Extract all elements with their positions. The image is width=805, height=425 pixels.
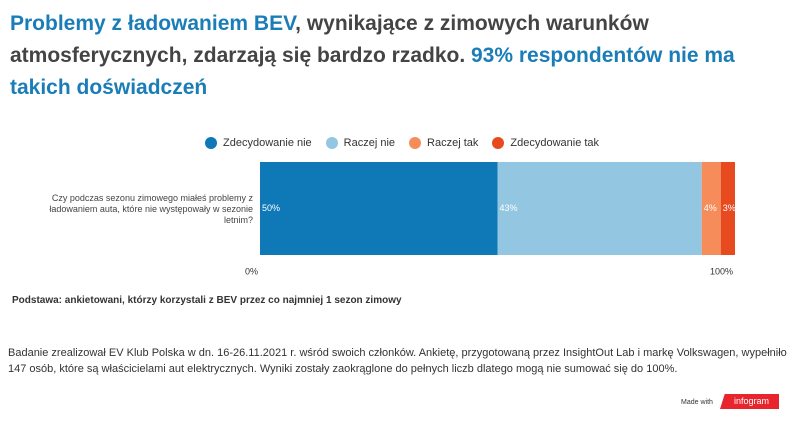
value-label: 50% — [262, 203, 280, 213]
legend-swatch — [409, 137, 422, 149]
value-label: 3% — [723, 203, 736, 213]
chart-title: Problemy z ładowaniem BEV, wynikające z … — [10, 8, 795, 104]
bar-segment — [720, 162, 735, 255]
description: Badanie zrealizował EV Klub Polska w dn.… — [8, 347, 787, 375]
legend-item: Raczej tak — [409, 137, 478, 149]
legend: Zdecydowanie nie Raczej nie Raczej tak Zdec… — [205, 137, 599, 149]
legend-item: Zdecydowanie nie — [205, 137, 312, 149]
legend-label: Raczej tak — [427, 137, 479, 149]
title-highlight: 93% respondentów nie ma takich doświadcz… — [10, 44, 735, 99]
value-label: 4% — [704, 203, 717, 213]
bar-segment — [497, 162, 702, 255]
legend-swatch — [205, 137, 217, 149]
base-note: Podstawa: ankietowani, którzy korzystali… — [12, 295, 402, 306]
legend-label: Zdecydowanie tak — [510, 137, 600, 149]
x-tick-label: 0% — [245, 266, 258, 276]
value-label: 43% — [500, 203, 518, 213]
made-with: Made with — [681, 399, 713, 406]
legend-item: Raczej nie — [325, 137, 396, 149]
legend-swatch — [492, 137, 505, 149]
category-label: Czy podczas sezonu zimowego miałeś probl… — [49, 193, 253, 225]
legend-swatch — [325, 137, 338, 149]
legend-item: Zdecydowanie tak — [492, 137, 599, 149]
bar-segment — [701, 162, 721, 255]
bar-segment — [260, 162, 498, 255]
title-highlight: Problemy z ładowaniem BEV — [10, 12, 296, 35]
x-tick-label: 100% — [710, 266, 733, 276]
title-text: , wynikające z zimowych warunków atmosfe… — [10, 12, 649, 67]
legend-label: Raczej nie — [343, 137, 396, 149]
legend-label: Zdecydowanie nie — [223, 137, 312, 149]
brand-logo: infogram — [720, 394, 780, 409]
